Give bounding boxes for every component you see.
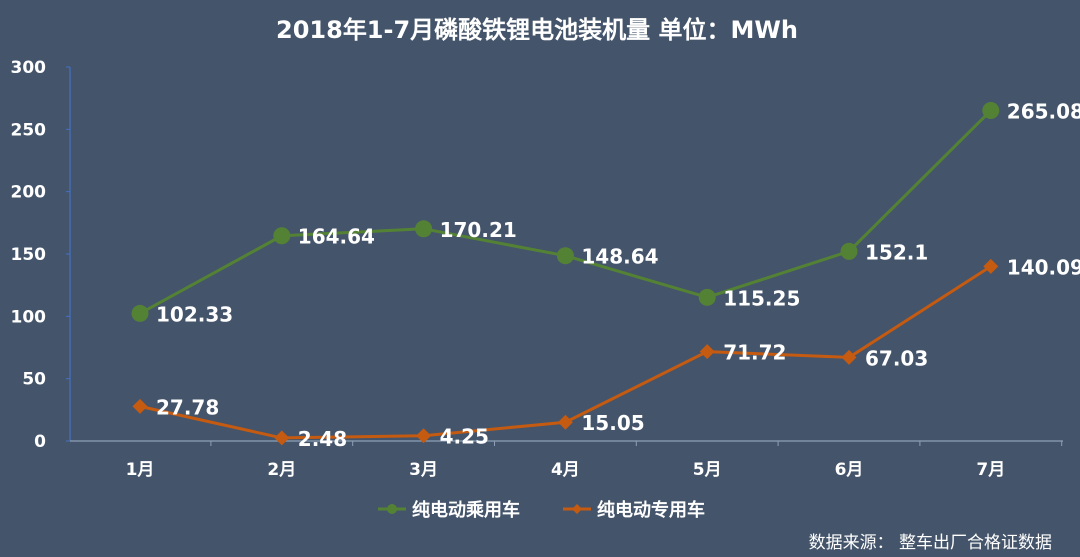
legend-label: 纯电动乘用车 [412, 499, 520, 521]
y-tick-label: 250 [11, 120, 47, 140]
y-tick-label: 50 [22, 370, 46, 390]
x-tick-label: 2月 [267, 460, 296, 480]
data-label: 265.08 [1007, 100, 1080, 124]
data-point [556, 247, 574, 265]
y-tick-label: 300 [11, 58, 47, 78]
x-tick-label: 6月 [835, 460, 864, 480]
series-line [139, 109, 992, 315]
data-point [983, 258, 999, 274]
legend-swatch-marker [387, 504, 397, 514]
y-tick-label: 150 [11, 245, 47, 265]
series-1 [131, 102, 1000, 322]
legend-item-2: 纯电动专用车 [563, 499, 705, 521]
data-point [131, 304, 149, 322]
data-point [699, 344, 715, 360]
series-layer [131, 102, 1000, 446]
data-label: 148.64 [581, 245, 658, 269]
y-tick-label: 100 [11, 307, 47, 327]
data-point [841, 349, 857, 365]
x-tick-label: 3月 [409, 460, 438, 480]
legend-item-1: 纯电动乘用车 [378, 499, 520, 521]
data-label: 71.72 [723, 341, 786, 365]
x-tick-labels: 1月 2月 3月 4月 5月 6月 7月 [126, 441, 1063, 480]
source-note: 数据来源： 整车出厂合格证数据 [809, 533, 1052, 553]
series-line [139, 265, 992, 440]
data-label: 27.78 [156, 395, 219, 419]
data-labels: 102.33 164.64 170.21 148.64 115.25 152.1 265.0… [156, 100, 1080, 451]
data-label: 140.09 [1007, 255, 1080, 279]
data-point [416, 428, 432, 444]
y-tick-labels: 0 50 100 150 200 250 300 [11, 58, 70, 452]
chart-title: 2018年1-7月磷酸铁锂电池装机量 单位：MWh [276, 16, 798, 44]
data-label: 115.25 [723, 286, 800, 310]
data-label: 164.64 [298, 225, 375, 249]
data-point [274, 430, 290, 446]
data-label: 4.25 [440, 425, 489, 449]
y-tick-label: 0 [34, 432, 46, 452]
legend-swatch-marker [572, 504, 582, 514]
data-label: 152.1 [865, 240, 928, 264]
data-point [982, 102, 1000, 120]
y-tick-label: 200 [11, 183, 47, 203]
data-label: 2.48 [298, 427, 347, 451]
series-2 [132, 258, 999, 446]
data-label: 67.03 [865, 346, 928, 370]
data-point [698, 288, 716, 306]
data-point [557, 414, 573, 430]
legend-label: 纯电动专用车 [597, 499, 705, 521]
x-tick-label: 1月 [126, 460, 155, 480]
data-label: 102.33 [156, 302, 233, 326]
x-tick-label: 4月 [551, 460, 580, 480]
data-point [840, 242, 858, 260]
data-label: 15.05 [581, 411, 644, 435]
x-tick-label: 7月 [976, 460, 1005, 480]
data-label: 170.21 [440, 218, 517, 242]
legend: 纯电动乘用车 纯电动专用车 [378, 499, 705, 521]
data-point [415, 220, 433, 238]
x-tick-label: 5月 [693, 460, 722, 480]
data-point [132, 398, 148, 414]
data-point [273, 227, 291, 245]
